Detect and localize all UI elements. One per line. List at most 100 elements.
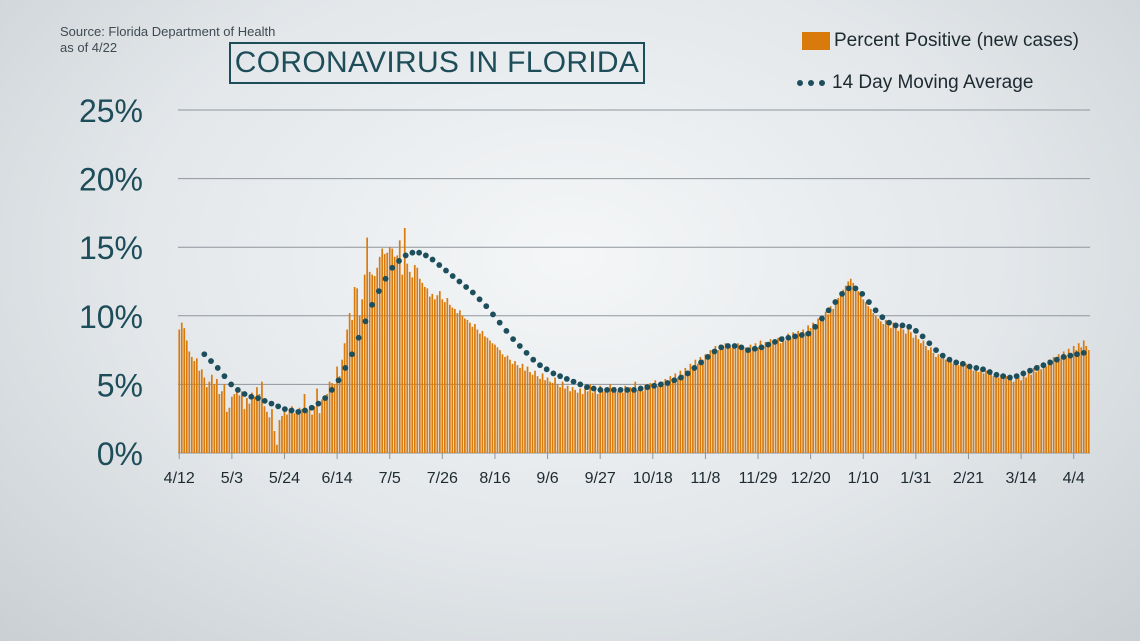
- percent-positive-bar: [897, 330, 900, 453]
- percent-positive-bar: [1065, 355, 1068, 453]
- legend-dot: [808, 80, 814, 86]
- percent-positive-bar: [641, 391, 644, 453]
- percent-positive-bar: [524, 370, 526, 453]
- percent-positive-bar: [213, 384, 216, 453]
- percent-positive-bar: [689, 363, 692, 453]
- x-tick-label: 5/24: [269, 470, 300, 487]
- source-date: as of 4/22: [60, 40, 118, 55]
- x-tick-label: 11/29: [739, 470, 778, 487]
- percent-positive-bar: [256, 387, 258, 453]
- percent-positive-bar: [1062, 351, 1065, 453]
- percent-positive-bar: [566, 385, 569, 453]
- percent-positive-bar: [937, 354, 940, 453]
- chart-title: CORONAVIRUS IN FLORIDA: [234, 46, 640, 79]
- percent-positive-bar: [323, 395, 326, 453]
- x-tick-label: 6/14: [322, 470, 353, 487]
- moving-average-point: [610, 386, 617, 393]
- percent-positive-bar: [589, 384, 592, 453]
- percent-positive-bar: [932, 352, 935, 453]
- percent-positive-bar: [273, 431, 276, 453]
- percent-positive-bar: [418, 278, 421, 453]
- percent-positive-bar: [1057, 354, 1060, 453]
- percent-positive-bar: [353, 286, 356, 453]
- moving-average-point: [322, 395, 329, 402]
- moving-average-point: [221, 373, 228, 380]
- moving-average-point: [496, 319, 503, 326]
- percent-positive-bar: [1017, 376, 1020, 453]
- percent-positive-bar: [351, 319, 353, 453]
- y-tick-label: 20%: [79, 162, 143, 198]
- bar-series: [178, 227, 1090, 453]
- percent-positive-bar: [1010, 377, 1012, 453]
- percent-positive-bar: [734, 348, 737, 453]
- percent-positive-bar: [1075, 350, 1078, 453]
- percent-positive-bar: [386, 252, 389, 453]
- percent-positive-bar: [687, 370, 689, 453]
- percent-positive-bar: [200, 369, 203, 453]
- percent-positive-bar: [361, 299, 364, 453]
- legend-dot: [797, 80, 803, 86]
- percent-positive-bar: [764, 341, 767, 453]
- percent-positive-bar: [656, 385, 659, 453]
- percent-positive-bar: [551, 383, 554, 453]
- percent-positive-bar: [779, 343, 782, 453]
- moving-average-point: [584, 384, 590, 391]
- moving-average-point: [651, 382, 657, 389]
- percent-positive-bar: [599, 385, 602, 453]
- percent-positive-bar: [877, 318, 880, 453]
- moving-average-point: [973, 365, 980, 371]
- percent-positive-bar: [1060, 358, 1063, 453]
- moving-average-point: [892, 322, 899, 329]
- percent-positive-bar: [1020, 380, 1022, 453]
- moving-average-point: [745, 347, 751, 353]
- percent-positive-bar: [899, 325, 902, 453]
- percent-positive-bar: [188, 351, 191, 453]
- percent-positive-bar: [233, 394, 236, 453]
- moving-average-point: [617, 386, 624, 393]
- percent-positive-bar: [987, 374, 990, 453]
- percent-positive-bar: [727, 345, 729, 453]
- percent-positive-bar: [451, 307, 454, 453]
- percent-positive-bar: [777, 337, 779, 453]
- percent-positive-bar: [980, 369, 982, 453]
- moving-average-point: [550, 370, 557, 377]
- percent-positive-bar: [441, 299, 444, 453]
- percent-positive-bar: [401, 274, 404, 453]
- percent-positive-bar: [571, 387, 574, 453]
- percent-positive-bar: [559, 387, 561, 453]
- percent-positive-bar: [601, 391, 604, 453]
- percent-positive-bar: [972, 370, 975, 453]
- moving-average-point: [980, 366, 986, 373]
- percent-positive-bar: [316, 388, 318, 453]
- percent-positive-bar: [366, 237, 369, 453]
- percent-positive-bar: [889, 328, 892, 453]
- moving-average-point: [704, 354, 711, 360]
- moving-average-point: [570, 378, 577, 385]
- percent-positive-bar: [990, 372, 992, 453]
- percent-positive-bar: [205, 387, 208, 453]
- percent-positive-bar: [732, 344, 734, 453]
- moving-average-point: [919, 333, 926, 340]
- percent-positive-bar: [935, 356, 937, 453]
- percent-positive-bar: [724, 343, 727, 453]
- percent-positive-bar: [556, 384, 559, 453]
- percent-positive-bar: [654, 380, 657, 453]
- percent-positive-bar: [752, 348, 754, 453]
- percent-positive-bar: [281, 415, 283, 453]
- percent-positive-bar: [591, 392, 594, 453]
- moving-average-point: [315, 400, 322, 407]
- moving-average-point: [886, 319, 892, 326]
- percent-positive-bar: [992, 376, 995, 453]
- percent-positive-bar: [481, 330, 484, 453]
- moving-average-point: [785, 334, 792, 341]
- percent-positive-bar: [950, 358, 952, 453]
- moving-average-point: [906, 323, 913, 330]
- x-tick-label: 9/27: [585, 470, 616, 487]
- percent-positive-bar: [594, 389, 597, 453]
- percent-positive-bar: [584, 387, 586, 453]
- percent-positive-bar: [737, 343, 739, 453]
- percent-positive-bar: [910, 332, 912, 453]
- percent-positive-bar: [484, 336, 486, 453]
- moving-average-point: [604, 386, 610, 393]
- percent-positive-bar: [882, 324, 885, 453]
